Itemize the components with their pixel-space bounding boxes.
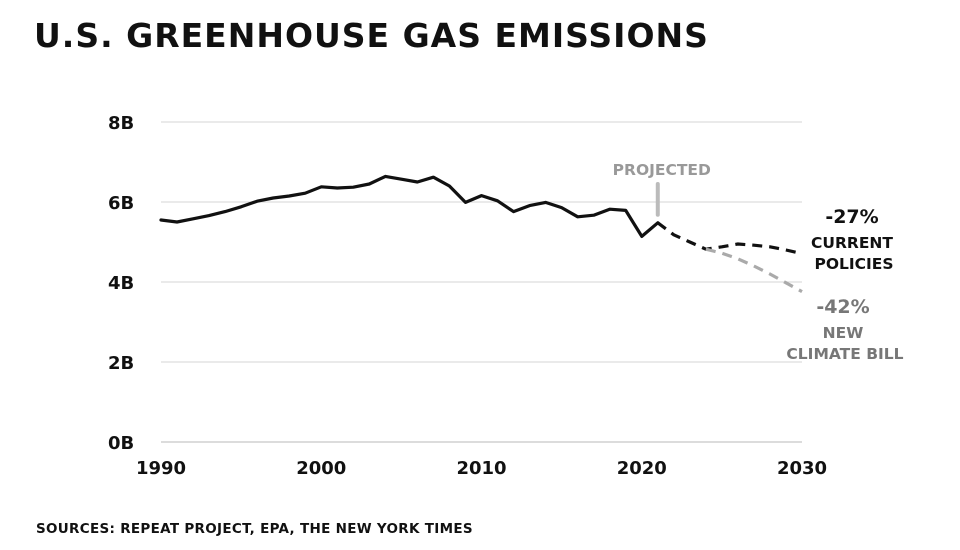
x-tick-label: 2020 — [617, 458, 667, 479]
x-tick-label: 2000 — [296, 458, 346, 479]
y-tick-label: 8B — [108, 113, 134, 134]
x-tick-label: 1990 — [136, 458, 186, 479]
y-axis-ticks: 0B 2B 4B 6B 8B — [108, 113, 134, 454]
current-policies-label: CURRENT — [811, 234, 893, 252]
climate-bill-line — [705, 247, 803, 294]
current-policies-percent: -27% — [825, 206, 878, 228]
x-tick-label: 2010 — [456, 458, 506, 479]
grid-lines — [161, 121, 802, 443]
climate-bill-label: NEW — [823, 324, 864, 342]
y-tick-label: 0B — [108, 433, 134, 454]
x-tick-label: 2030 — [777, 458, 827, 479]
historical-emissions-line — [159, 174, 660, 238]
projected-label: PROJECTED — [613, 161, 711, 179]
y-tick-label: 2B — [108, 353, 134, 374]
current-policies-label: POLICIES — [814, 255, 893, 273]
y-tick-label: 4B — [108, 273, 134, 294]
chart-title: U.S. GREENHOUSE GAS EMISSIONS — [34, 16, 709, 55]
series-layer — [159, 174, 803, 294]
climate-bill-percent: -42% — [816, 296, 869, 318]
y-tick-label: 6B — [108, 193, 134, 214]
source-note: SOURCES: REPEAT PROJECT, EPA, THE NEW YO… — [36, 521, 473, 537]
x-axis-ticks: 1990 2000 2010 2020 2030 — [136, 458, 827, 479]
climate-bill-label: CLIMATE BILL — [786, 345, 903, 363]
current-policies-line — [656, 221, 803, 256]
